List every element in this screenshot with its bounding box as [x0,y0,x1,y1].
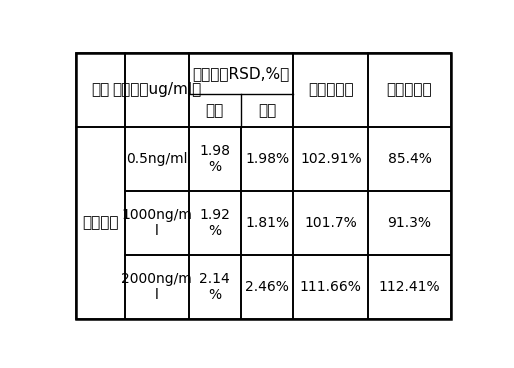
Bar [241,255,293,319]
Bar [189,191,241,255]
Bar [293,53,368,127]
Bar [189,53,293,127]
Text: 相对回收率: 相对回收率 [308,82,354,98]
Bar [293,127,368,191]
Text: 日内: 日内 [206,103,224,118]
Text: 1000ng/m
l: 1000ng/m l [121,208,192,238]
Text: 1.81%: 1.81% [245,216,289,230]
Text: 112.41%: 112.41% [379,280,440,294]
Bar [76,127,125,319]
Text: 日间: 日间 [258,103,277,118]
Bar [368,255,451,319]
Bar [293,191,368,255]
Text: 1.98
%: 1.98 % [199,144,230,174]
Text: 1.92
%: 1.92 % [199,208,230,238]
Bar [241,191,293,255]
Bar [189,127,241,191]
Bar [189,255,241,319]
Text: 91.3%: 91.3% [388,216,431,230]
Bar [125,255,189,319]
Bar [368,191,451,255]
Bar [125,127,189,191]
Text: 伊马替尼: 伊马替尼 [82,216,119,231]
Text: 85.4%: 85.4% [388,152,431,166]
Bar [125,53,189,127]
Text: 2.46%: 2.46% [245,280,289,294]
Bar [125,191,189,255]
Bar [368,53,451,127]
Text: 101.7%: 101.7% [304,216,357,230]
Text: 绝对回收率: 绝对回收率 [387,82,432,98]
Text: 2.14
%: 2.14 % [199,272,230,302]
Text: 药物: 药物 [91,82,109,98]
Bar [368,127,451,191]
Bar [76,53,125,127]
Text: 0.5ng/ml: 0.5ng/ml [126,152,188,166]
Text: 1.98%: 1.98% [245,152,289,166]
Text: 102.91%: 102.91% [300,152,362,166]
Text: 2000ng/m
l: 2000ng/m l [121,272,192,302]
Bar [293,255,368,319]
Bar [241,127,293,191]
Text: 加入量（ug/ml）: 加入量（ug/ml） [112,82,201,98]
Text: 111.66%: 111.66% [300,280,362,294]
Text: 精密度（RSD,%）: 精密度（RSD,%） [192,66,289,81]
